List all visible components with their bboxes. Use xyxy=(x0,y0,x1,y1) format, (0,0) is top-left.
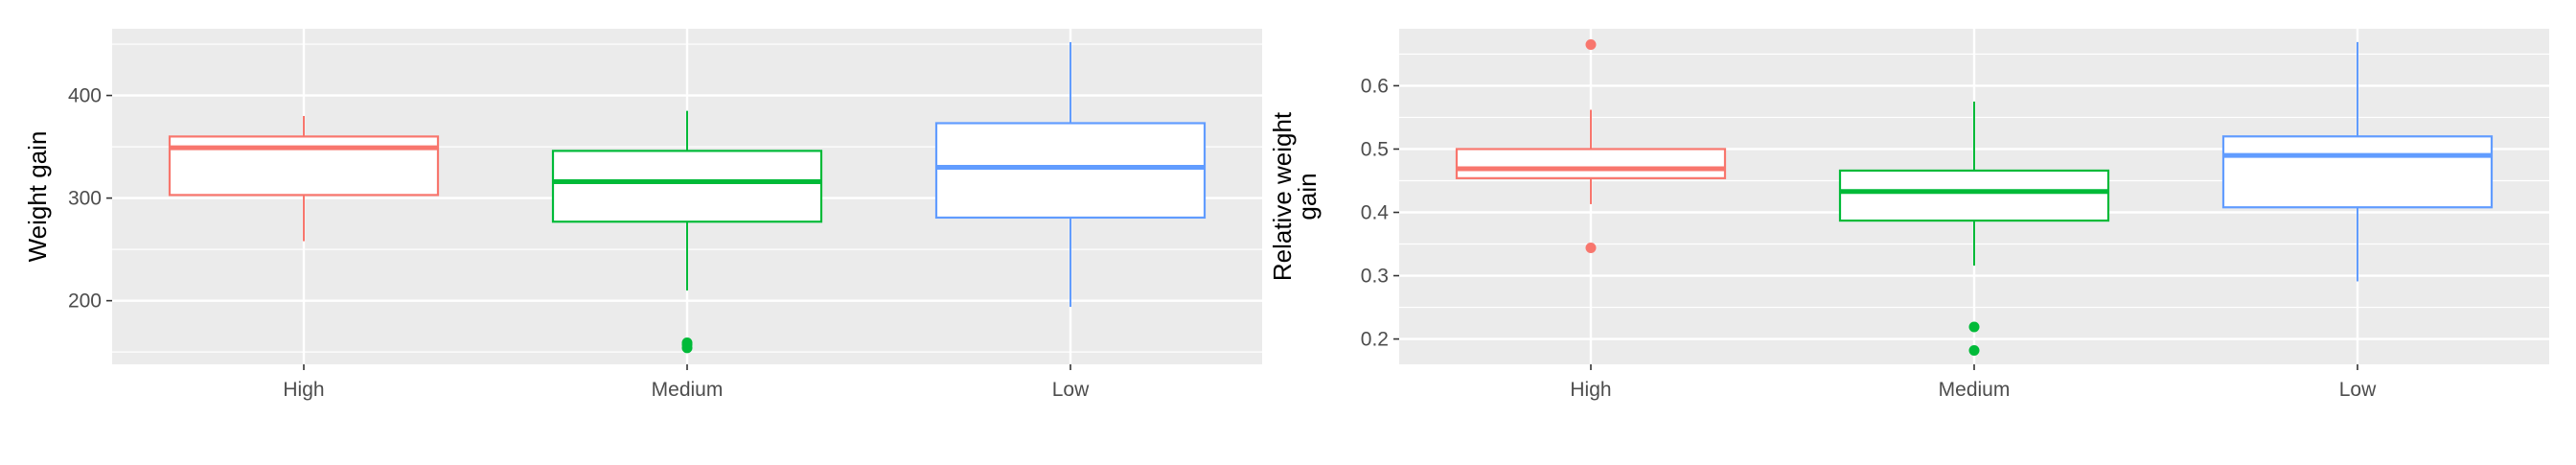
relative-weight-gain-panel: 0.2 0.3 0.4 0.5 0.6 High Medium Low Relative wei… xyxy=(1268,29,2549,401)
y-tick-label: 200 xyxy=(68,291,102,313)
box-body xyxy=(2221,135,2494,209)
box-body xyxy=(168,135,440,197)
outlier-point xyxy=(1585,39,1597,51)
x-tick-label: Low xyxy=(2339,379,2377,401)
weight-gain-panel: 200 300 400 High Medium Low Weight gain xyxy=(23,29,1262,401)
box-low xyxy=(934,41,1207,308)
y-axis-title: gain xyxy=(1293,173,1322,220)
x-tick-label: Low xyxy=(1052,379,1090,401)
outlier-point xyxy=(1968,321,1980,333)
y-tick-label: 0.2 xyxy=(1361,329,1389,351)
y-tick-label: 0.6 xyxy=(1361,75,1389,97)
y-axis-title: Relative weight xyxy=(1268,111,1297,281)
box-medium xyxy=(1838,101,2110,356)
box-medium xyxy=(551,110,823,354)
box-body xyxy=(1455,148,1727,179)
x-tick-label: Medium xyxy=(1939,379,2011,401)
x-tick-label: Medium xyxy=(652,379,724,401)
box-body xyxy=(551,150,823,223)
box-low xyxy=(2221,41,2494,282)
outlier-point xyxy=(1585,242,1597,253)
outlier-point xyxy=(1968,344,1980,356)
y-axis-title: Weight gain xyxy=(23,131,52,263)
outlier-point xyxy=(681,337,693,349)
y-tick-label: 300 xyxy=(68,188,102,210)
box-high xyxy=(168,115,440,242)
y-tick-label: 0.4 xyxy=(1361,202,1390,224)
box-high xyxy=(1455,39,1727,253)
box-body xyxy=(1838,169,2110,222)
y-tick-label: 0.5 xyxy=(1361,138,1389,160)
box-body xyxy=(934,122,1207,220)
x-tick-label: High xyxy=(283,379,324,401)
y-tick-label: 400 xyxy=(68,85,102,107)
x-tick-label: High xyxy=(1570,379,1611,401)
y-tick-label: 0.3 xyxy=(1361,266,1389,288)
